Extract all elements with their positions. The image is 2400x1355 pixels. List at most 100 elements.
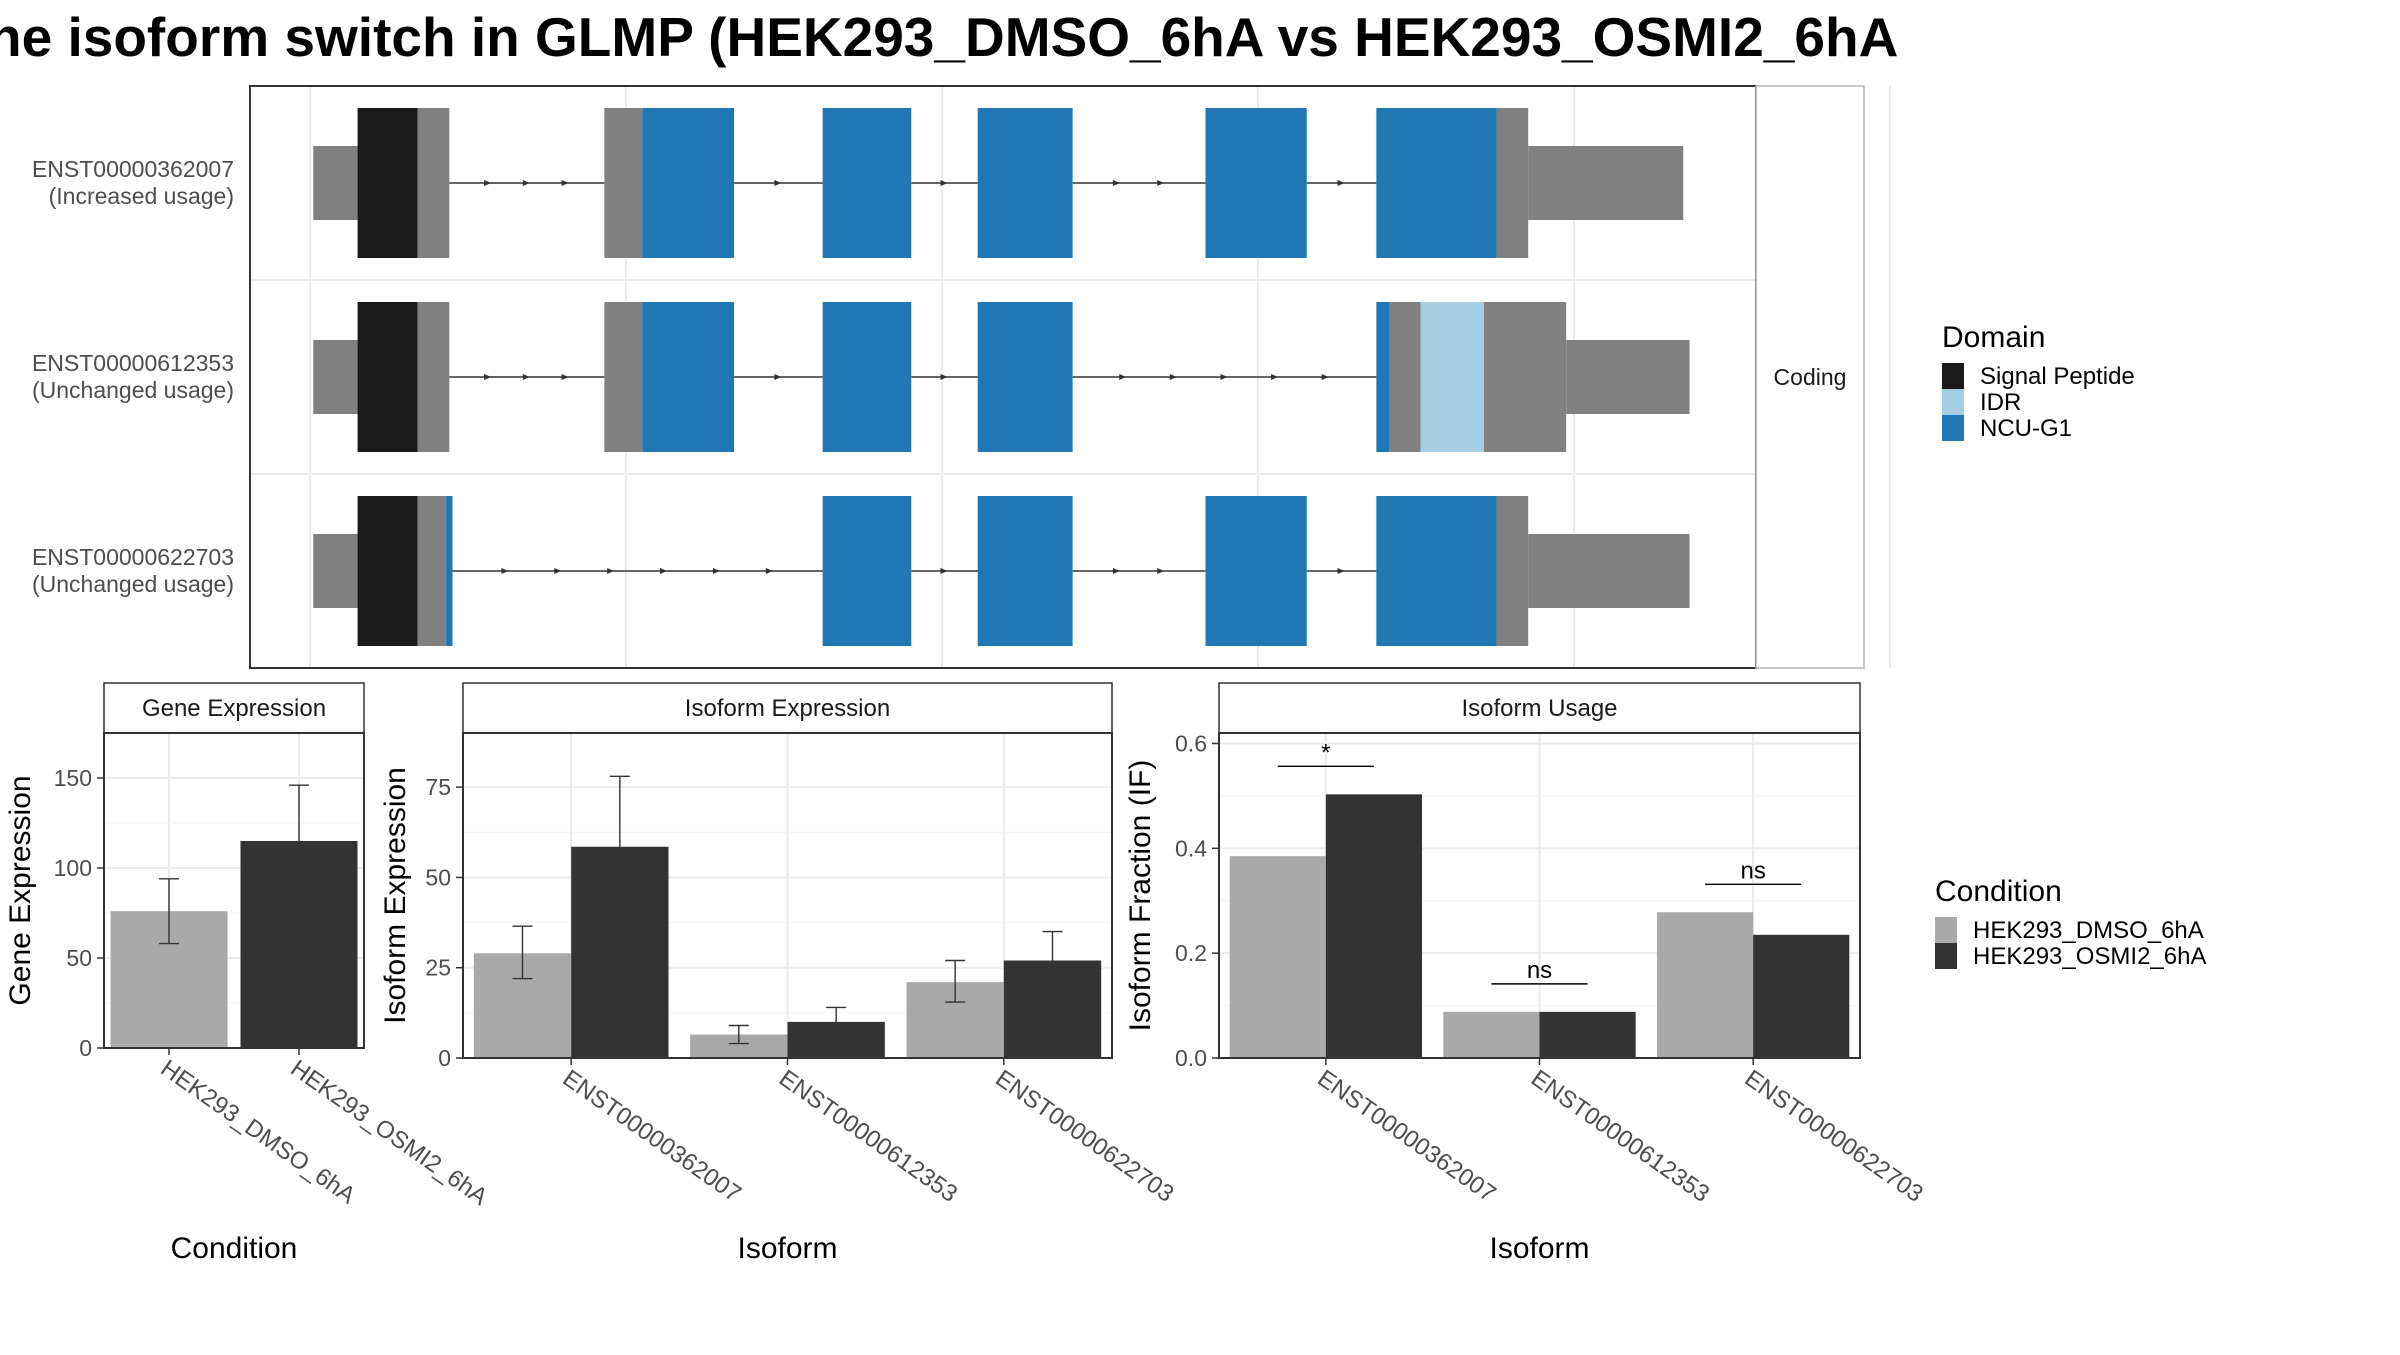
exon-ncu_g1 <box>642 108 735 258</box>
intron-arrow <box>1112 180 1120 186</box>
y-tick-label: 150 <box>54 765 92 791</box>
exon-ncu_g1 <box>1376 108 1497 258</box>
x-tick-label: ENST00000612353 <box>774 1065 962 1208</box>
bar <box>1657 912 1754 1058</box>
bar <box>1753 934 1850 1058</box>
intron-arrow <box>774 180 782 186</box>
x-tick-label: ENST00000622703 <box>990 1065 1178 1208</box>
intron-arrow <box>1271 374 1279 380</box>
legend-key <box>1942 363 1964 389</box>
exon-signal_peptide <box>357 496 418 646</box>
y-tick-label: 0.4 <box>1175 835 1207 861</box>
transcript-row-ENST00000622703 <box>313 496 1690 646</box>
exon-ncu_g1 <box>1205 108 1307 258</box>
y-tick-label: 0 <box>438 1045 451 1071</box>
x-axis-title: Isoform <box>1489 1232 1589 1265</box>
exon-cds <box>417 108 450 258</box>
x-axis-title: Condition <box>171 1232 298 1265</box>
intron-arrow <box>765 568 773 574</box>
legend-title: Domain <box>1942 321 2045 354</box>
transcript-id-label: ENST00000622703 <box>32 544 234 570</box>
legend-key <box>1935 943 1957 969</box>
intron-arrow <box>522 374 530 380</box>
exon-ncu_g1 <box>977 108 1073 258</box>
exon-ncu_g1 <box>1376 496 1497 646</box>
exon-cds <box>1496 496 1529 646</box>
panel-strip-title: Gene Expression <box>142 695 326 722</box>
transcript-structure-panel: ENST00000362007(Increased usage) ENST0000… <box>32 85 1891 669</box>
intron-arrow <box>1337 180 1345 186</box>
y-tick-label: 50 <box>66 945 92 971</box>
intron-arrow <box>1337 568 1345 574</box>
intron-arrow <box>1169 374 1177 380</box>
transcript-id-label: ENST00000362007 <box>32 156 234 182</box>
isoform-usage-panel: Isoform Usage 0.0 0.2 0.4 0.6 * ns ns ENST000003… <box>1124 682 1928 1265</box>
intron-arrow <box>1220 374 1228 380</box>
exon-ncu_g1 <box>977 302 1073 452</box>
panel-strip-title: Isoform Usage <box>1461 695 1617 722</box>
exon-ncu_g1 <box>822 108 912 258</box>
figure-title: ne isoform switch in GLMP (HEK293_DMSO_6… <box>0 6 1898 68</box>
exon-cds <box>1496 108 1529 258</box>
significance-label: ns <box>1740 857 1765 884</box>
exon-utr <box>1566 340 1690 414</box>
isoform-expression-panel: Isoform Expression 0 25 50 75 ENST00000362007… <box>379 682 1179 1265</box>
y-axis-title: Isoform Fraction (IF) <box>1124 760 1157 1032</box>
transcript-id-label: ENST00000612353 <box>32 350 234 376</box>
exon-ncu_g1 <box>822 302 912 452</box>
intron-arrow <box>940 374 948 380</box>
x-tick-label: ENST00000612353 <box>1526 1065 1714 1208</box>
intron-arrow <box>607 568 615 574</box>
y-tick-label: 100 <box>54 855 92 881</box>
y-tick-label: 75 <box>425 774 451 800</box>
gene-expression-panel: Gene Expression050100150HEK293_DMSO_6hAH… <box>4 682 492 1265</box>
intron-arrow <box>561 180 569 186</box>
y-axis-title: Isoform Expression <box>379 767 412 1024</box>
exon-ncu_g1 <box>1376 302 1389 452</box>
exon-signal_peptide <box>357 302 418 452</box>
intron-arrow <box>1119 374 1127 380</box>
intron-arrow <box>484 374 492 380</box>
exon-ncu_g1 <box>1205 496 1307 646</box>
legend-label: HEK293_DMSO_6hA <box>1973 917 2204 944</box>
intron-arrow <box>1321 374 1329 380</box>
bar <box>1229 856 1326 1058</box>
panel-strip-title: Isoform Expression <box>685 695 890 722</box>
x-axis-title: Isoform <box>737 1232 837 1265</box>
exon-cds <box>1483 302 1567 452</box>
intron-arrow <box>522 180 530 186</box>
intron-arrow <box>940 568 948 574</box>
intron-arrow <box>1112 568 1120 574</box>
legend-label: NCU-G1 <box>1980 415 2072 442</box>
bar <box>690 1034 788 1058</box>
bar <box>1443 1011 1540 1058</box>
exon-ncu_g1 <box>446 496 453 646</box>
exon-ncu_g1 <box>977 496 1073 646</box>
transcript-row-ENST00000612353 <box>313 302 1690 452</box>
transcript-status-label: (Unchanged usage) <box>32 571 234 597</box>
panel-border <box>103 732 365 1049</box>
x-tick-label: ENST00000362007 <box>558 1065 746 1208</box>
panel-strip <box>103 682 365 734</box>
intron-arrow <box>484 180 492 186</box>
y-tick-label: 0 <box>79 1035 92 1061</box>
panel-strip <box>1218 682 1861 734</box>
exon-cds <box>1388 302 1421 452</box>
intron-arrow <box>660 568 668 574</box>
legend-title: Condition <box>1935 875 2062 908</box>
y-axis-title: Gene Expression <box>4 775 37 1005</box>
y-tick-label: 25 <box>425 955 451 981</box>
legend-key <box>1935 917 1957 943</box>
intron-arrow <box>940 180 948 186</box>
exon-utr <box>313 534 358 608</box>
y-tick-label: 0.0 <box>1175 1045 1207 1071</box>
transcript-row-ENST00000362007 <box>313 108 1684 258</box>
intron-arrow <box>501 568 509 574</box>
exon-utr <box>313 146 358 220</box>
coding-facet-strip <box>1755 85 1865 669</box>
panel-strip <box>462 682 1113 734</box>
intron-arrow <box>554 568 562 574</box>
exon-cds <box>604 302 643 452</box>
